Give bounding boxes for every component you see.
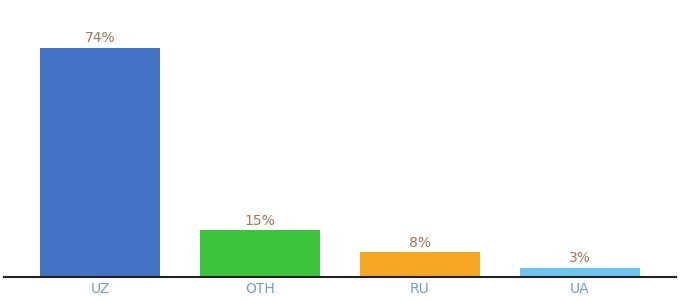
Text: 74%: 74% <box>85 31 116 45</box>
Text: 15%: 15% <box>245 214 275 228</box>
Text: 8%: 8% <box>409 236 431 250</box>
Bar <box>520 268 640 277</box>
Bar <box>200 230 320 277</box>
Bar <box>360 252 480 277</box>
Bar <box>40 48 160 277</box>
Text: 3%: 3% <box>569 251 591 265</box>
